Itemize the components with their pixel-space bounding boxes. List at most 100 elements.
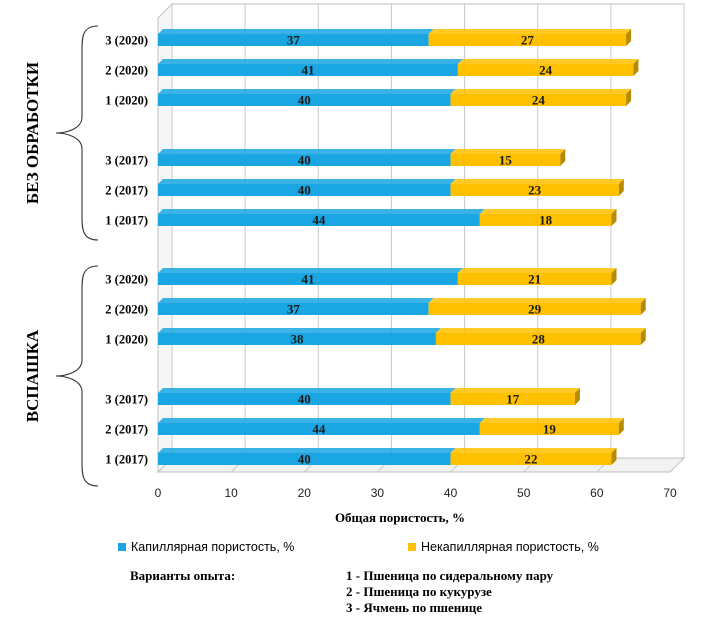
bar-noncapillary: [428, 303, 641, 315]
data-label-capillary: 40: [298, 93, 311, 108]
x-axis-title: Общая пористость, %: [335, 510, 465, 525]
note-item-1: 1 - Пшеница по сидеральному пару: [346, 568, 554, 583]
bar-top-noncapillary: [450, 448, 617, 453]
bar-top-capillary: [158, 328, 441, 333]
category-label: 2 (2017): [105, 423, 148, 437]
bar-end-noncapillary: [574, 388, 580, 405]
group-label: БЕЗ ОБРАБОТКИ: [23, 62, 42, 204]
bar-capillary: [158, 34, 429, 46]
bar-capillary: [158, 333, 436, 345]
x-tick-label: 30: [371, 486, 385, 500]
bar-top-capillary: [158, 268, 463, 273]
group-label: ВСПАШКА: [23, 329, 42, 422]
bar-noncapillary: [428, 34, 627, 46]
bar-top-capillary: [158, 29, 434, 34]
bar-top-noncapillary: [457, 59, 639, 64]
bar-top-noncapillary: [428, 29, 632, 34]
category-label: 3 (2017): [105, 393, 148, 407]
data-label-noncapillary: 17: [506, 392, 520, 407]
data-label-capillary: 40: [298, 183, 311, 198]
bar-end-noncapillary: [560, 149, 566, 166]
bar-capillary: [158, 64, 458, 76]
x-tick-label: 70: [663, 486, 677, 500]
notes-list: 1 - Пшеница по сидеральному пару 2 - Пше…: [346, 568, 553, 616]
bar-top-capillary: [158, 149, 456, 154]
bar-end-noncapillary: [618, 179, 624, 196]
legend-swatch-noncapillary: [408, 543, 416, 551]
bar-capillary: [158, 154, 451, 166]
gridline-floor-70: [669, 457, 685, 473]
note-item-3: 3 - Ячмень по пшенице: [346, 600, 483, 615]
data-label-noncapillary: 15: [499, 153, 513, 168]
bar-capillary: [158, 94, 451, 106]
bar-top-noncapillary: [479, 418, 624, 423]
category-label: 2 (2020): [105, 303, 148, 317]
legend-swatch-capillary: [118, 543, 126, 551]
bar-top-noncapillary: [450, 179, 624, 184]
bar-top-noncapillary: [479, 209, 617, 214]
bar-noncapillary: [479, 423, 619, 435]
bar-capillary: [158, 453, 451, 465]
bar-end-noncapillary: [611, 268, 617, 285]
data-label-capillary: 40: [298, 452, 311, 467]
category-label: 3 (2020): [105, 273, 148, 287]
bar-capillary: [158, 184, 451, 196]
legend-item-noncapillary: Некапиллярная пористость, %: [408, 540, 599, 554]
group-brace: [55, 265, 99, 487]
notes-title-text: Варианты опыта:: [130, 568, 236, 583]
bar-end-noncapillary: [640, 298, 646, 315]
bar-top-capillary: [158, 418, 485, 423]
data-label-capillary: 41: [301, 63, 314, 78]
notes-title: Варианты опыта:: [130, 568, 235, 584]
bar-capillary: [158, 423, 480, 435]
bar-top-noncapillary: [450, 89, 632, 94]
bar-noncapillary: [450, 154, 561, 166]
bar-top-capillary: [158, 388, 456, 393]
x-tick-label: 60: [590, 486, 604, 500]
data-label-noncapillary: 21: [528, 272, 541, 287]
bar-end-noncapillary: [626, 89, 632, 106]
category-label: 2 (2017): [105, 184, 148, 198]
data-label-noncapillary: 22: [525, 452, 538, 467]
bar-top-noncapillary: [450, 388, 580, 393]
category-label: 2 (2020): [105, 64, 148, 78]
bar-capillary: [158, 214, 480, 226]
category-label: 3 (2020): [105, 34, 148, 48]
bar-top-capillary: [158, 448, 456, 453]
bar-capillary: [158, 273, 458, 285]
data-label-noncapillary: 18: [539, 213, 553, 228]
bar-top-noncapillary: [435, 328, 646, 333]
category-label: 1 (2020): [105, 333, 148, 347]
bar-top-capillary: [158, 298, 434, 303]
bar-top-capillary: [158, 179, 456, 184]
bar-capillary: [158, 303, 429, 315]
x-tick-label: 0: [155, 486, 162, 500]
bar-end-noncapillary: [611, 448, 617, 465]
data-label-capillary: 44: [312, 422, 326, 437]
data-label-capillary: 38: [290, 332, 304, 347]
data-label-noncapillary: 19: [543, 422, 557, 437]
legend-label-noncapillary: Некапиллярная пористость, %: [421, 540, 599, 554]
bar-top-capillary: [158, 89, 456, 94]
x-tick-label: 10: [224, 486, 238, 500]
data-label-noncapillary: 27: [521, 33, 535, 48]
data-label-capillary: 37: [287, 302, 301, 317]
bar-noncapillary: [450, 94, 627, 106]
bar-top-capillary: [158, 59, 463, 64]
bar-noncapillary: [457, 273, 612, 285]
data-label-noncapillary: 29: [528, 302, 542, 317]
x-tick-label: 40: [444, 486, 458, 500]
bar-end-noncapillary: [611, 209, 617, 226]
bar-top-capillary: [158, 209, 485, 214]
bar-end-noncapillary: [618, 418, 624, 435]
bar-noncapillary: [450, 184, 619, 196]
data-label-noncapillary: 24: [532, 93, 546, 108]
data-label-capillary: 40: [298, 153, 311, 168]
bar-top-noncapillary: [450, 149, 566, 154]
note-item-2: 2 - Пшеница по кукурузе: [346, 584, 492, 599]
data-label-capillary: 40: [298, 392, 311, 407]
bar-noncapillary: [450, 453, 612, 465]
category-label: 1 (2017): [105, 453, 148, 467]
legend-label-capillary: Капиллярная пористость, %: [131, 540, 295, 554]
